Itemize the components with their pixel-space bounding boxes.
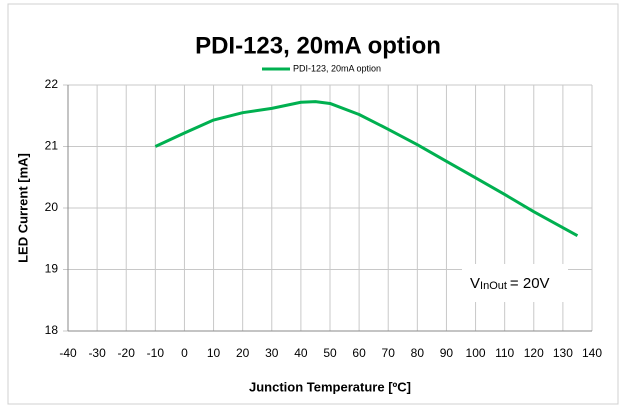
x-axis-label: Junction Temperature [ºC]: [249, 379, 411, 394]
annotation-text: = 20V: [510, 275, 550, 292]
y-tick-label: 18: [45, 323, 59, 337]
x-tick-label: 80: [411, 346, 425, 360]
x-tick-label: 70: [382, 346, 396, 360]
x-tick-label: 120: [524, 346, 544, 360]
y-tick-label: 19: [45, 262, 59, 276]
x-tick-label: 30: [265, 346, 279, 360]
legend-label: PDI-123, 20mA option: [293, 63, 381, 73]
x-tick-label: -20: [118, 346, 136, 360]
x-tick-label: 40: [294, 346, 308, 360]
annotation-symbol: V: [470, 275, 480, 292]
x-tick-label: -40: [59, 346, 77, 360]
x-tick-label: -10: [147, 346, 165, 360]
x-tick-label: 110: [495, 346, 514, 360]
x-tick-label: 90: [440, 346, 454, 360]
annotation: VInOut = 20V: [470, 275, 550, 292]
x-tick-label: 60: [352, 346, 366, 360]
y-tick-label: 21: [45, 139, 59, 153]
x-tick-label: 130: [553, 346, 573, 360]
x-tick-label: 20: [236, 346, 250, 360]
x-tick-label: 10: [207, 346, 221, 360]
x-tick-label: 50: [323, 346, 337, 360]
x-tick-label: 140: [582, 346, 602, 360]
chart-frame: [7, 3, 619, 405]
annotation-box: [462, 264, 568, 302]
y-tick-label: 22: [45, 77, 59, 91]
data-line: [154, 100, 579, 237]
y-tick-label: 20: [45, 200, 59, 214]
x-tick-label: 100: [466, 346, 486, 360]
chart-title: PDI-123, 20mA option: [195, 32, 441, 59]
y-axis-label: LED Current [mA]: [15, 153, 30, 263]
x-tick-label: -30: [88, 346, 106, 360]
annotation-subscript: InOut: [480, 280, 507, 292]
x-tick-label: 0: [181, 346, 188, 360]
